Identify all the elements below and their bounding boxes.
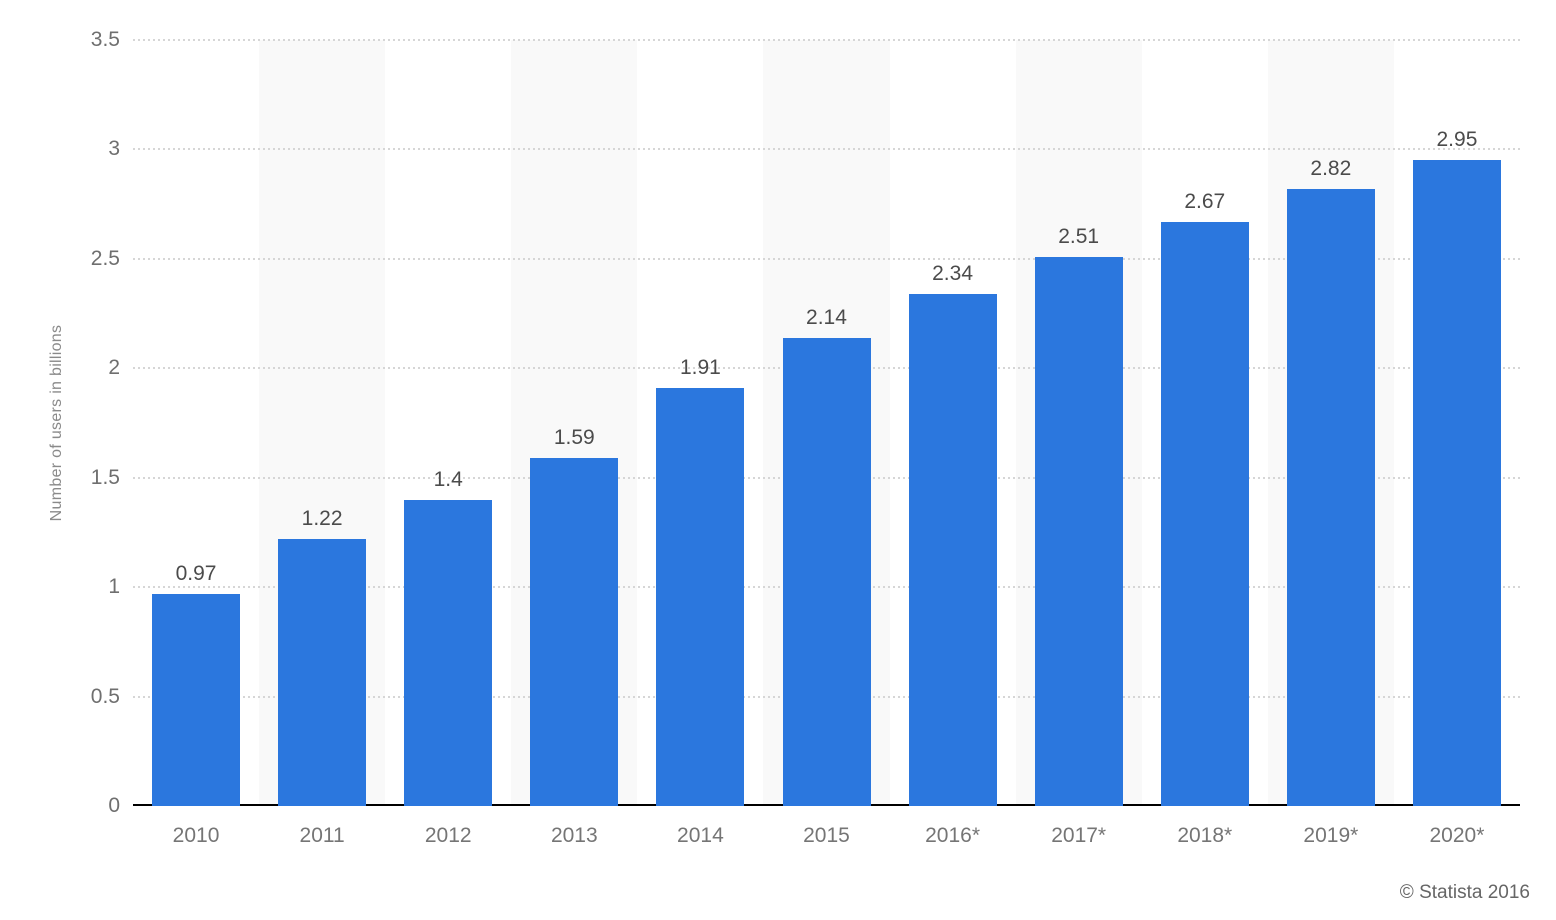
- y-axis-tick-label: 3.5: [90, 28, 120, 51]
- bar-value-label: 2.95: [1436, 128, 1478, 152]
- bar-2011[interactable]: [278, 538, 367, 806]
- x-axis-tick-label: 2014: [677, 824, 724, 847]
- x-axis-tick-label: 2015: [803, 824, 850, 847]
- bar-2013[interactable]: [530, 458, 619, 806]
- x-axis-tick-label: 2016*: [925, 824, 981, 847]
- bar-value-label: 2.14: [806, 305, 847, 329]
- y-axis-tick-label: 0: [108, 794, 120, 817]
- x-axis-tick-label: 2012: [424, 824, 472, 847]
- statista-credit: © Statista 2016: [1399, 882, 1530, 903]
- bar-value-label: 2.34: [932, 261, 973, 285]
- y-axis-title: Number of users in billions: [48, 324, 65, 522]
- bar-2017*[interactable]: [1034, 256, 1123, 806]
- bar-2020*[interactable]: [1412, 160, 1501, 806]
- bar-2015[interactable]: [782, 337, 871, 806]
- y-axis-tick-label: 3: [108, 137, 120, 161]
- bar-2016*[interactable]: [908, 293, 997, 806]
- bar-value-label: 1.4: [433, 467, 463, 491]
- bar-2010[interactable]: [152, 593, 241, 806]
- bar-value-label: 2.67: [1184, 189, 1226, 213]
- x-axis-tick-label: 2011: [299, 824, 345, 847]
- bar-2014[interactable]: [656, 387, 745, 806]
- x-axis-tick-label: 2018*: [1177, 824, 1233, 847]
- y-axis-tick-label: 0.5: [90, 684, 120, 708]
- x-axis-tick-label: 2020*: [1429, 824, 1485, 847]
- bar-value-label: 2.51: [1058, 224, 1100, 248]
- y-axis-tick-label: 2.5: [90, 246, 120, 270]
- bar-value-label: 0.97: [175, 561, 217, 585]
- y-axis-tick-label: 1: [108, 575, 120, 599]
- x-axis-tick-label: 2013: [550, 824, 598, 847]
- bar-value-label: 1.91: [679, 355, 721, 379]
- x-axis-tick-label: 2019*: [1303, 824, 1359, 847]
- y-axis-tick-label: 2: [108, 356, 120, 380]
- gridline-3.5: [133, 39, 1520, 41]
- y-axis-tick-label: 1.5: [90, 465, 120, 489]
- bar-value-label: 1.59: [553, 426, 595, 450]
- bar-2019*[interactable]: [1286, 188, 1375, 806]
- bar-2018*[interactable]: [1160, 221, 1249, 806]
- bar-2012[interactable]: [404, 499, 493, 806]
- bar-value-label: 1.22: [301, 506, 343, 530]
- x-axis-tick-label: 2017*: [1051, 824, 1107, 847]
- bar-value-label: 2.82: [1310, 156, 1352, 180]
- x-axis-tick-label: 2010: [172, 824, 220, 847]
- gridline-3: [133, 148, 1520, 151]
- gridline-2.5: [133, 257, 1520, 260]
